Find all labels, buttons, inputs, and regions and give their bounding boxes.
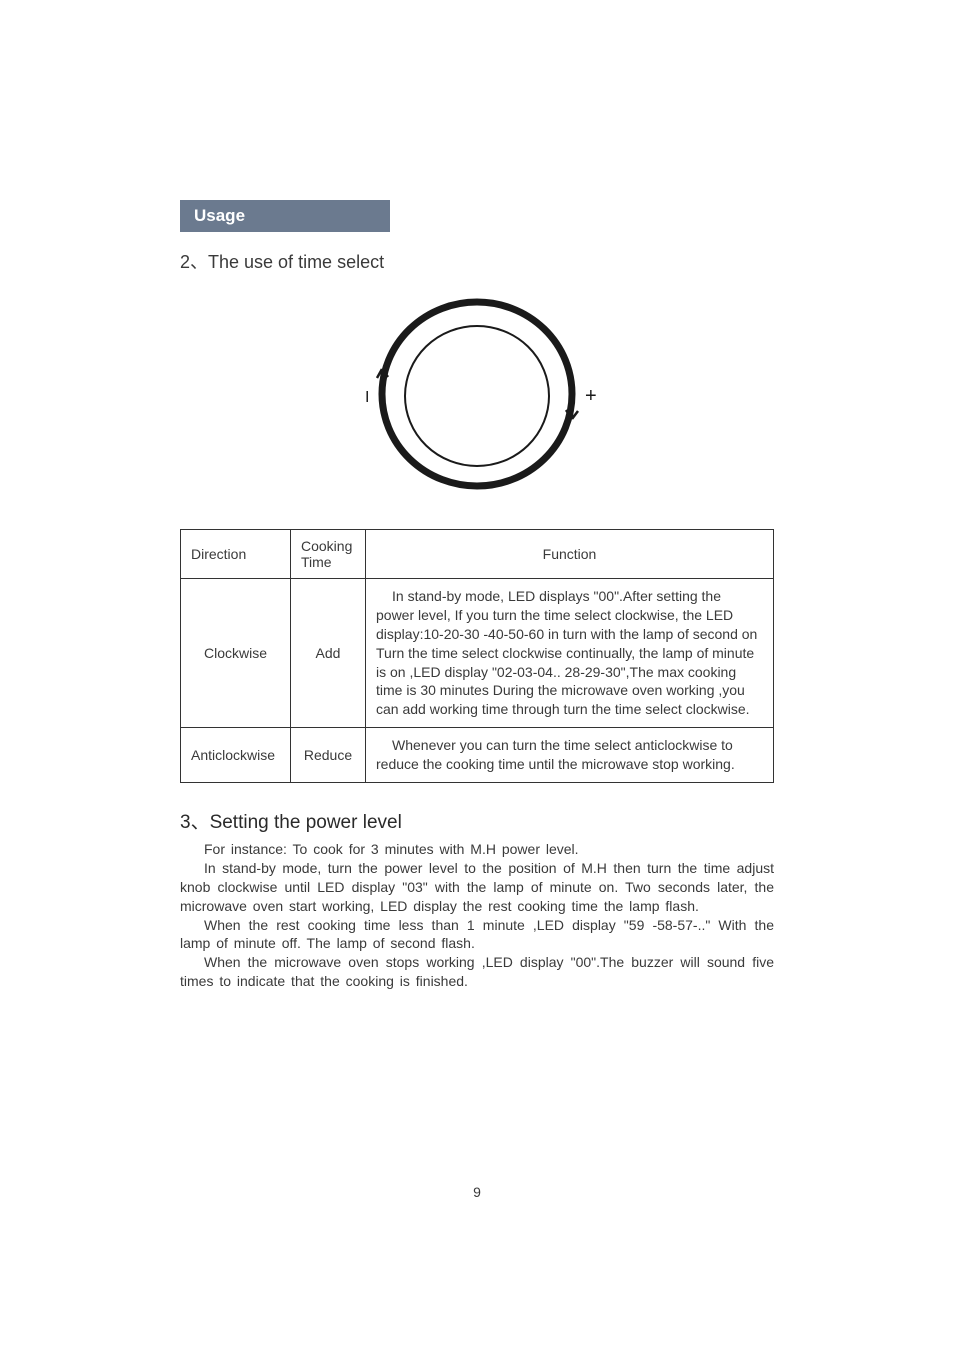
table-header-row: Direction Cooking Time Function: [181, 530, 774, 579]
paragraph-text: For instance: To cook for 3 minutes with…: [204, 841, 579, 857]
cell-direction: Clockwise: [181, 579, 291, 728]
cell-time: Reduce: [291, 728, 366, 783]
function-text: Whenever you can turn the time select an…: [376, 736, 763, 774]
table-row: Anticlockwise Reduce Whenever you can tu…: [181, 728, 774, 783]
dial-left-label: I: [365, 389, 369, 406]
header-title: Usage: [194, 206, 245, 225]
paragraph-text: When the rest cooking time less than 1 m…: [180, 917, 774, 952]
header-time: Cooking Time: [291, 530, 366, 579]
header-function: Function: [366, 530, 774, 579]
section-3-title: 3、Setting the power level: [180, 807, 774, 834]
paragraph-text: In stand-by mode, turn the power level t…: [180, 860, 774, 914]
function-text: In stand-by mode, LED displays "00".Afte…: [376, 587, 763, 719]
cell-function: Whenever you can turn the time select an…: [366, 728, 774, 783]
dial-diagram: I +: [180, 294, 774, 499]
cell-function: In stand-by mode, LED displays "00".Afte…: [366, 579, 774, 728]
dial-svg: I +: [347, 294, 607, 494]
cell-time: Add: [291, 579, 366, 728]
dial-right-label: +: [585, 385, 597, 407]
table-row: Clockwise Add In stand-by mode, LED disp…: [181, 579, 774, 728]
page-number: 9: [473, 1184, 481, 1200]
header-direction: Direction: [181, 530, 291, 579]
section-3-body: For instance: To cook for 3 minutes with…: [180, 840, 774, 991]
section-header: Usage: [180, 200, 390, 232]
usage-table: Direction Cooking Time Function Clockwis…: [180, 529, 774, 783]
paragraph-text: When the microwave oven stops working ,L…: [180, 954, 774, 989]
section-2-title: 2、The use of time select: [180, 248, 774, 274]
cell-direction: Anticlockwise: [181, 728, 291, 783]
